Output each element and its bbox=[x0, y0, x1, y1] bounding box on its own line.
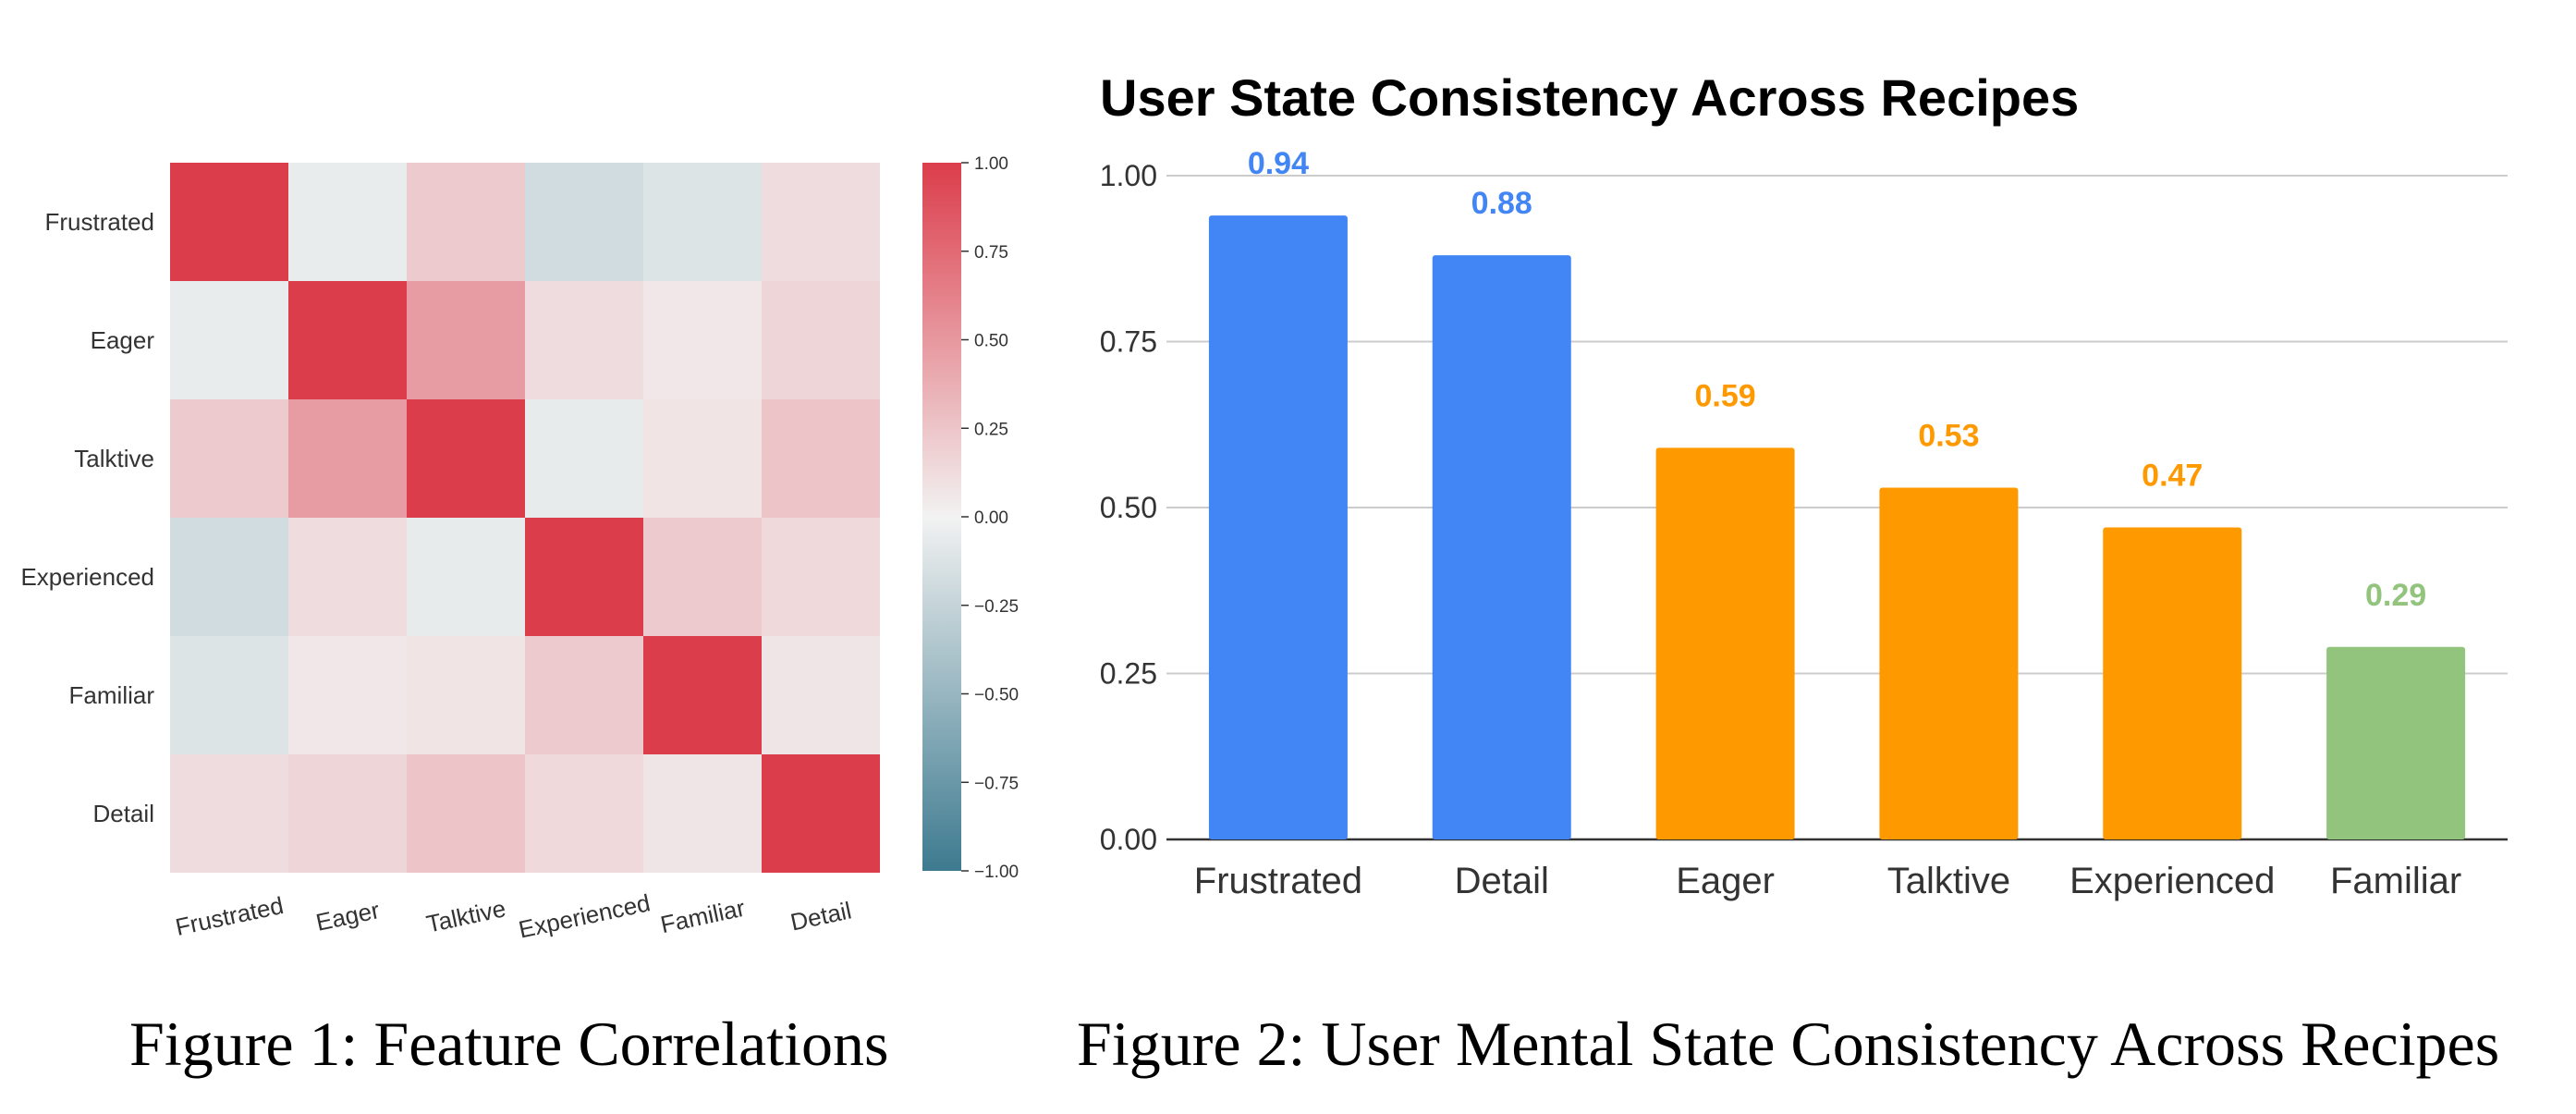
heatmap-cell bbox=[170, 163, 288, 281]
heatmap-cell bbox=[762, 163, 880, 281]
heatmap-row-label: Familiar bbox=[69, 681, 155, 709]
heatmap-cell bbox=[407, 754, 525, 873]
y-tick-label: 0.25 bbox=[1100, 657, 1157, 691]
heatmap-col-label: Experienced bbox=[516, 888, 653, 943]
colorbar-tick-label: 0.50 bbox=[974, 332, 1008, 351]
heatmap-cell bbox=[288, 163, 407, 281]
heatmap-cell bbox=[525, 636, 643, 754]
y-tick-label: 0.50 bbox=[1100, 491, 1157, 524]
figure-1-caption: Figure 1: Feature Correlations bbox=[129, 1009, 889, 1079]
y-tick-label: 0.00 bbox=[1100, 823, 1157, 856]
x-tick-label: Eager bbox=[1676, 861, 1775, 901]
bar-value-label: 0.59 bbox=[1694, 378, 1755, 413]
bar bbox=[1879, 487, 2019, 839]
heatmap-row-label: Experienced bbox=[20, 563, 154, 591]
heatmap-chart: FrustratedEagerTalktiveExperiencedFamili… bbox=[20, 154, 1019, 944]
heatmap-cell bbox=[762, 636, 880, 754]
heatmap-cell bbox=[525, 518, 643, 636]
heatmap-cell bbox=[643, 636, 762, 754]
heatmap-cell bbox=[643, 163, 762, 281]
heatmap-cell bbox=[288, 636, 407, 754]
chart-title: User State Consistency Across Recipes bbox=[1100, 68, 2079, 127]
colorbar-tick-label: 0.25 bbox=[974, 420, 1008, 439]
colorbar-tick-label: −0.25 bbox=[974, 597, 1019, 617]
colorbar-tick-label: 0.00 bbox=[974, 508, 1008, 528]
bar-value-label: 0.88 bbox=[1471, 186, 1532, 221]
colorbar-tick-label: 1.00 bbox=[974, 154, 1008, 174]
x-tick-label: Talktive bbox=[1887, 861, 2010, 901]
x-tick-label: Familiar bbox=[2330, 861, 2461, 901]
heatmap-cell bbox=[407, 636, 525, 754]
x-tick-label: Frustrated bbox=[1194, 861, 1362, 901]
bar-value-label: 0.47 bbox=[2142, 459, 2203, 494]
colorbar-tick-label: −1.00 bbox=[974, 863, 1019, 882]
heatmap-cell bbox=[762, 518, 880, 636]
bar bbox=[1655, 447, 1795, 839]
colorbar bbox=[922, 163, 961, 871]
heatmap-cell bbox=[643, 518, 762, 636]
heatmap-cell bbox=[288, 399, 407, 518]
heatmap-cell bbox=[288, 518, 407, 636]
heatmap-col-label: Frustrated bbox=[173, 891, 286, 941]
heatmap-cell bbox=[407, 281, 525, 399]
colorbar-tick-label: −0.75 bbox=[974, 774, 1019, 793]
heatmap-row-label: Frustrated bbox=[45, 208, 155, 236]
heatmap-cell bbox=[643, 399, 762, 518]
heatmap-cell bbox=[288, 281, 407, 399]
heatmap-cell bbox=[643, 754, 762, 873]
heatmap-row-label: Detail bbox=[93, 800, 154, 827]
heatmap-row-label: Talktive bbox=[74, 445, 154, 472]
y-tick-label: 1.00 bbox=[1100, 159, 1157, 192]
bar bbox=[2103, 527, 2242, 839]
heatmap-col-label: Detail bbox=[788, 896, 854, 936]
colorbar-tick-label: −0.50 bbox=[974, 686, 1019, 705]
figure-2-caption: Figure 2: User Mental State Consistency … bbox=[1077, 1009, 2500, 1079]
heatmap-cell bbox=[407, 518, 525, 636]
bar bbox=[1432, 255, 1571, 839]
heatmap-cell bbox=[170, 636, 288, 754]
colorbar-tick-label: 0.75 bbox=[974, 243, 1008, 263]
bar bbox=[2326, 646, 2466, 839]
bar-chart: User State Consistency Across Recipes 0.… bbox=[1100, 68, 2508, 901]
y-tick-label: 0.75 bbox=[1100, 325, 1157, 359]
heatmap-cell bbox=[407, 399, 525, 518]
heatmap-cell bbox=[407, 163, 525, 281]
bar-value-label: 0.53 bbox=[1918, 418, 1979, 453]
heatmap-col-label: Talktive bbox=[424, 894, 508, 937]
heatmap-row-label: Eager bbox=[91, 326, 155, 354]
heatmap-cell bbox=[170, 399, 288, 518]
heatmap-col-label: Eager bbox=[313, 896, 382, 936]
bar-value-label: 0.29 bbox=[2365, 578, 2426, 613]
heatmap-cell bbox=[525, 754, 643, 873]
bar bbox=[1208, 215, 1348, 839]
heatmap-cell bbox=[525, 399, 643, 518]
heatmap-cell bbox=[170, 518, 288, 636]
heatmap-cell bbox=[170, 281, 288, 399]
x-tick-label: Experienced bbox=[2069, 861, 2275, 901]
heatmap-cell bbox=[525, 163, 643, 281]
heatmap-cell bbox=[288, 754, 407, 873]
heatmap-cell bbox=[762, 399, 880, 518]
x-tick-label: Detail bbox=[1455, 861, 1549, 901]
heatmap-col-label: Familiar bbox=[658, 894, 748, 939]
heatmap-cell bbox=[762, 754, 880, 873]
heatmap-cell bbox=[525, 281, 643, 399]
bar-value-label: 0.94 bbox=[1248, 146, 1309, 181]
heatmap-cell bbox=[762, 281, 880, 399]
heatmap-cell bbox=[643, 281, 762, 399]
heatmap-cell bbox=[170, 754, 288, 873]
